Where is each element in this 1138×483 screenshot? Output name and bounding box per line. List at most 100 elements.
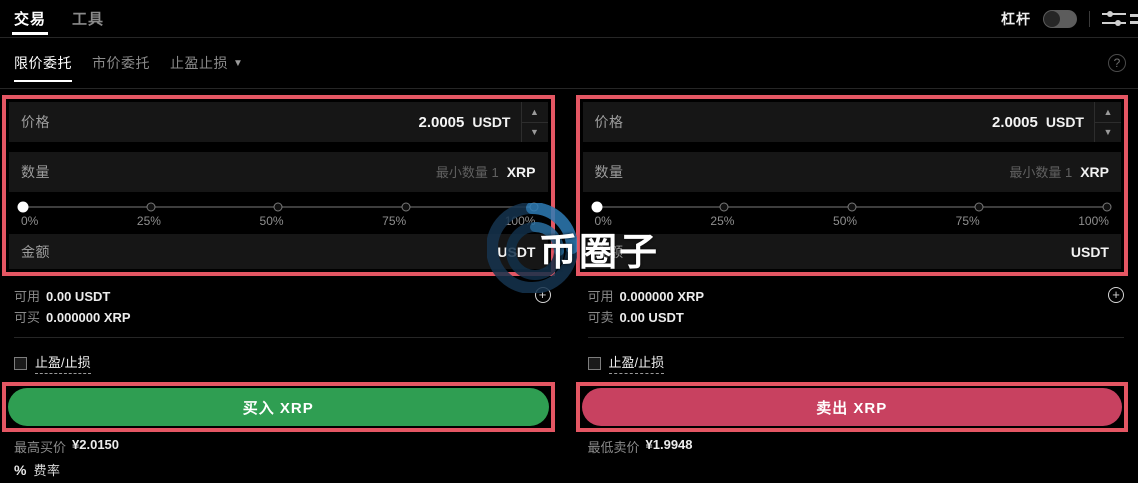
- toggle-knob: [1044, 10, 1060, 27]
- adjustments-icon[interactable]: [1102, 10, 1126, 27]
- buy-button-highlight-box: 买入 XRP: [2, 382, 555, 432]
- sell-amount-unit: XRP: [1080, 164, 1109, 180]
- buy-total-input[interactable]: [309, 244, 490, 259]
- buy-form-highlight-box: 价格 USDT ▲ ▼ 数量 XRP: [2, 95, 555, 276]
- tick-0: 0%: [594, 214, 612, 228]
- tab-market-order[interactable]: 市价委托: [92, 55, 150, 71]
- step-down-button[interactable]: ▼: [1103, 127, 1113, 138]
- top-navigation-bar: 交易 工具 杠杆: [0, 0, 1138, 38]
- buy-amount-label: 数量: [21, 164, 50, 180]
- divider: [14, 337, 551, 338]
- tab-tools[interactable]: 工具: [72, 11, 105, 28]
- tick-75: 75%: [955, 214, 980, 228]
- sell-hint: 最低卖价 ¥1.9948: [576, 437, 1129, 456]
- tick-0: 0%: [21, 214, 39, 228]
- tab-stop-order[interactable]: 止盈止损 ▼: [170, 38, 243, 88]
- sell-price-unit: USDT: [1045, 114, 1084, 130]
- lowest-sell-value: ¥1.9948: [645, 437, 693, 452]
- sell-balance-info: 可用 0.000000 XRP 可卖 0.00 USDT +: [576, 286, 1129, 328]
- buy-percent-slider[interactable]: 0% 25% 50% 75% 100%: [9, 192, 548, 232]
- available-value: 0.000000 XRP: [619, 289, 705, 304]
- sell-amount-input[interactable]: [892, 164, 1073, 180]
- tick-100: 100%: [504, 214, 536, 228]
- sell-price-stepper: ▲ ▼: [1094, 102, 1121, 142]
- tab-stop-order-label: 止盈止损: [170, 55, 228, 71]
- can-sell-label: 可卖: [587, 310, 614, 325]
- buy-total-field: 金额 USDT: [9, 234, 548, 269]
- buy-total-label: 金额: [21, 243, 50, 260]
- buy-button[interactable]: 买入 XRP: [8, 388, 549, 426]
- deposit-icon[interactable]: +: [1108, 287, 1124, 303]
- step-down-button[interactable]: ▼: [530, 127, 539, 138]
- tick-50: 50%: [259, 214, 284, 228]
- leverage-label: 杠杆: [1001, 10, 1031, 27]
- sell-price-label: 价格: [594, 114, 624, 130]
- sell-total-unit: USDT: [1070, 243, 1109, 260]
- slider-dot-50[interactable]: [273, 202, 283, 212]
- slider-dot-0[interactable]: [17, 201, 29, 213]
- slider-dot-50[interactable]: [847, 202, 857, 212]
- sell-total-field: 金额 USDT: [582, 234, 1121, 269]
- sell-amount-label: 数量: [594, 164, 624, 180]
- slider-dot-0[interactable]: [591, 201, 602, 213]
- slider-dot-25[interactable]: [719, 202, 729, 212]
- highest-buy-label: 最高买价: [14, 440, 67, 455]
- sell-price-input[interactable]: [937, 113, 1038, 131]
- sell-percent-slider[interactable]: 0% 25% 50% 75% 100%: [583, 192, 1122, 232]
- can-buy-value: 0.000000 XRP: [46, 310, 131, 325]
- buy-balance-info: 可用 0.00 USDT 可买 0.000000 XRP +: [2, 286, 555, 328]
- step-up-button[interactable]: ▲: [521, 102, 548, 123]
- slider-tick-labels: 0% 25% 50% 75% 100%: [595, 214, 1110, 228]
- help-icon[interactable]: ?: [1108, 54, 1126, 72]
- sell-form-highlight-box: 价格 USDT ▲ ▼ 数量 XRP: [575, 95, 1128, 276]
- sell-tpsl-checkbox[interactable]: [587, 356, 601, 370]
- sell-button[interactable]: 卖出 XRP: [581, 388, 1122, 426]
- trade-panels: 价格 USDT ▲ ▼ 数量 XRP: [0, 89, 1138, 456]
- slider-track[interactable]: [591, 201, 1112, 213]
- sell-tpsl-label[interactable]: 止盈/止损: [608, 352, 665, 374]
- slider-dot-25[interactable]: [146, 202, 156, 212]
- buy-amount-field: 数量 XRP: [9, 152, 548, 192]
- step-up-button[interactable]: ▲: [1095, 102, 1121, 123]
- tick-100: 100%: [1078, 214, 1109, 228]
- highest-buy-value: ¥2.0150: [72, 437, 120, 452]
- buy-total-unit: USDT: [497, 243, 536, 260]
- slider-dot-100[interactable]: [1102, 202, 1112, 212]
- sell-tpsl-row: 止盈/止损: [576, 352, 1129, 374]
- fee-rate-row[interactable]: % 费率: [14, 460, 60, 479]
- buy-amount-unit: XRP: [506, 164, 536, 180]
- deposit-icon[interactable]: +: [534, 287, 551, 303]
- tick-75: 75%: [382, 214, 407, 228]
- sell-amount-field: 数量 XRP: [582, 152, 1121, 192]
- lowest-sell-label: 最低卖价: [587, 440, 640, 455]
- sell-total-input[interactable]: [882, 244, 1063, 259]
- tab-limit-order[interactable]: 限价委托: [14, 38, 72, 88]
- slider-dot-75[interactable]: [401, 202, 411, 212]
- available-value: 0.00 USDT: [46, 289, 111, 304]
- divider: [587, 337, 1124, 338]
- buy-amount-input[interactable]: [318, 164, 499, 180]
- buy-panel: 价格 USDT ▲ ▼ 数量 XRP: [2, 95, 555, 456]
- leverage-toggle[interactable]: [1043, 9, 1077, 28]
- buy-price-stepper: ▲ ▼: [520, 102, 548, 142]
- sell-button-highlight-box: 卖出 XRP: [575, 382, 1128, 432]
- buy-price-label: 价格: [21, 114, 50, 130]
- slider-track[interactable]: [17, 201, 538, 213]
- buy-price-input[interactable]: [364, 113, 465, 131]
- can-buy-label: 可买: [14, 310, 41, 325]
- chevron-down-icon: ▼: [233, 57, 244, 69]
- slider-dot-75[interactable]: [974, 202, 984, 212]
- available-label: 可用: [587, 289, 614, 304]
- sell-price-field: 价格 USDT ▲ ▼: [582, 102, 1121, 142]
- tick-25: 25%: [136, 214, 161, 228]
- slider-dot-100[interactable]: [529, 202, 538, 212]
- divider: [1089, 10, 1090, 27]
- tab-trade[interactable]: 交易: [11, 0, 49, 37]
- fee-rate-label: 费率: [33, 463, 61, 478]
- buy-tpsl-checkbox[interactable]: [14, 356, 27, 370]
- buy-price-field: 价格 USDT ▲ ▼: [9, 102, 548, 142]
- clipped-menu-icon[interactable]: [1130, 10, 1138, 28]
- buy-tpsl-row: 止盈/止损: [2, 352, 555, 374]
- buy-tpsl-label[interactable]: 止盈/止损: [35, 352, 91, 374]
- tick-25: 25%: [710, 214, 735, 228]
